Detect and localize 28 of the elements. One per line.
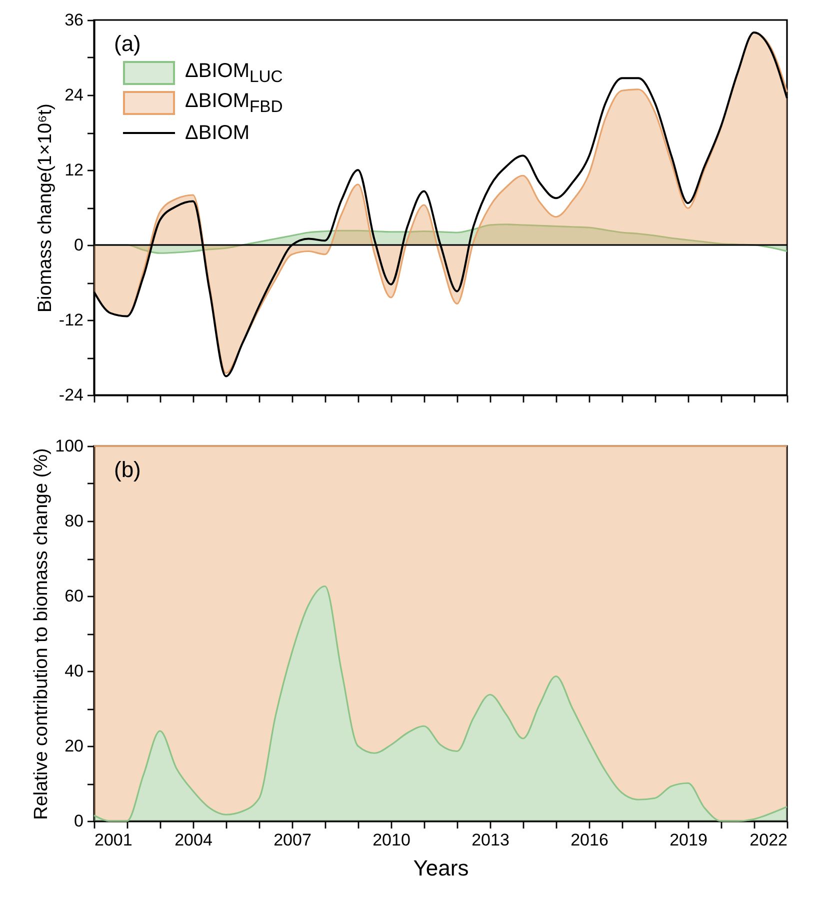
y-tick-label: 80 (64, 512, 84, 530)
y-tick-label: 24 (64, 86, 84, 104)
x-tick-label: 2010 (372, 830, 410, 850)
y-tick-label: -24 (58, 386, 84, 404)
y-tick-label: 36 (64, 10, 84, 30)
annotation: (a) (114, 31, 141, 56)
x-tick-label: 2001 (94, 830, 132, 850)
y-tick-label: 40 (64, 662, 84, 680)
y-axis-title: Biomass change(1×10⁶t) (34, 103, 56, 313)
x-tick-label: 2019 (670, 830, 708, 850)
y-axis-title: Relative contribution to biomass change (%) (31, 448, 52, 820)
y-tick-label: 0 (74, 236, 84, 254)
x-tick-label: 2007 (274, 830, 312, 850)
y-tick-label: 100 (55, 436, 84, 456)
y-tick-label: 0 (74, 812, 84, 830)
x-tick-label: 2013 (472, 830, 510, 850)
x-tick-label: 2004 (174, 830, 212, 850)
legend-label: ΔBIOM (185, 122, 250, 144)
legend-label: ΔBIOM$_{LUC}$ (185, 60, 283, 86)
annotation: (b) (114, 457, 141, 482)
x-tick-label: 2016 (570, 830, 608, 850)
x-tick-label: 2022 (750, 830, 788, 850)
y-tick-label: 12 (64, 160, 84, 180)
y-tick-label: 20 (64, 736, 84, 756)
x-axis-title: Years (413, 856, 469, 880)
y-tick-label: -12 (58, 310, 84, 330)
legend-label: ΔBIOM$_{FBD}$ (185, 90, 283, 116)
y-tick-label: 60 (64, 586, 84, 606)
